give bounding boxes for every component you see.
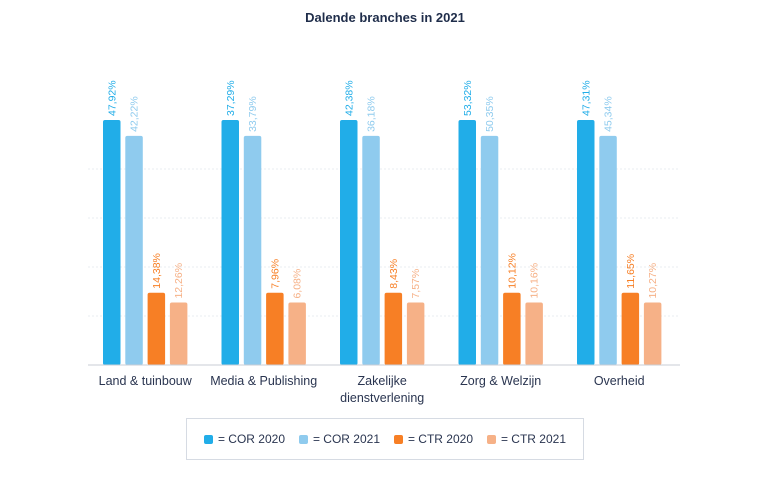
value-label-cor-2021-2: 36,18%: [366, 96, 378, 132]
bar-chart: 47,92% 42,22% 14,38% 12,26% 37,29% 33,79% 7,96…: [88, 80, 680, 405]
bar-ctr-2021-1: [288, 302, 306, 365]
value-label-ctr-2020-3: 10,12%: [506, 253, 518, 289]
value-label-ctr-2020-1: 7,96%: [269, 259, 281, 289]
value-label-ctr-2020-2: 8,43%: [388, 259, 400, 289]
bar-ctr-2020-3: [503, 292, 521, 365]
value-label-cor-2021-3: 50,35%: [484, 96, 496, 132]
bar-ctr-2020-2: [384, 292, 403, 365]
chart-title: Dalende branches in 2021: [305, 10, 465, 25]
value-label-cor-2020-2: 42,38%: [343, 80, 355, 116]
legend-label-ctr-2020: = CTR 2020: [407, 432, 474, 446]
bars: [103, 120, 662, 365]
bar-cor-2020-1: [221, 120, 239, 365]
value-label-ctr-2021-1: 6,08%: [292, 269, 304, 299]
bar-cor-2020-3: [458, 120, 476, 365]
legend-item-cor-2020: = COR 2020: [203, 432, 286, 446]
legend-swatch-cor-2021: [298, 434, 308, 444]
category-label-0: Land & tuinbouw: [99, 374, 193, 388]
legend-swatch-cor-2020: [203, 434, 213, 444]
value-label-ctr-2020-4: 11,65%: [625, 254, 637, 289]
bar-cor-2021-1: [243, 135, 262, 365]
bar-ctr-2021-4: [643, 302, 662, 365]
value-label-cor-2020-3: 53,32%: [462, 80, 474, 116]
value-label-ctr-2020-0: 14,38%: [151, 253, 163, 289]
bar-cor-2020-0: [103, 120, 121, 365]
bar-ctr-2021-2: [406, 302, 425, 365]
category-label-2-line-1: dienstverlening: [340, 391, 424, 405]
bar-ctr-2021-3: [525, 302, 543, 365]
legend-item-cor-2021: = COR 2021: [298, 432, 381, 446]
value-label-cor-2021-4: 45,34%: [603, 96, 615, 132]
bar-cor-2021-2: [362, 135, 380, 365]
category-label-1: Media & Publishing: [210, 374, 317, 388]
bar-cor-2021-4: [599, 135, 617, 365]
value-label-ctr-2021-4: 10,27%: [647, 263, 659, 299]
value-label-ctr-2021-3: 10,16%: [529, 263, 541, 299]
legend-swatch-ctr-2020: [393, 434, 403, 444]
value-label-ctr-2021-2: 7,57%: [410, 269, 422, 299]
bar-cor-2021-0: [125, 135, 143, 365]
legend-label-ctr-2021: = CTR 2021: [500, 432, 567, 446]
value-label-cor-2020-0: 47,92%: [106, 80, 118, 116]
legend-swatch-ctr-2021: [486, 434, 496, 444]
category-label-4: Overheid: [594, 374, 645, 388]
bar-ctr-2020-4: [621, 292, 640, 365]
legend-item-ctr-2021: = CTR 2021: [486, 432, 567, 446]
bar-ctr-2021-0: [169, 302, 188, 365]
legend-label-cor-2020: = COR 2020: [217, 432, 286, 446]
bar-cor-2021-3: [480, 135, 499, 365]
value-label-cor-2021-0: 42,22%: [129, 96, 141, 132]
bar-cor-2020-2: [340, 120, 358, 365]
bar-cor-2020-4: [577, 120, 595, 365]
value-labels: 47,92% 42,22% 14,38% 12,26% 37,29% 33,79% 7,96…: [106, 80, 659, 298]
bar-ctr-2020-1: [266, 292, 284, 365]
legend-label-cor-2021: = COR 2021: [312, 432, 381, 446]
value-label-cor-2021-1: 33,79%: [247, 96, 259, 132]
category-label-2-line-0: Zakelijke: [358, 374, 407, 388]
legend: = COR 2020 = COR 2021 = CTR 2020 = CTR 2…: [186, 418, 584, 460]
category-labels: Land & tuinbouw Media & Publishing Zakelij…: [99, 374, 645, 405]
value-label-cor-2020-4: 47,31%: [580, 80, 592, 116]
legend-item-ctr-2020: = CTR 2020: [393, 432, 474, 446]
bar-ctr-2020-0: [147, 292, 166, 365]
category-label-3: Zorg & Welzijn: [460, 374, 541, 388]
value-label-cor-2020-1: 37,29%: [225, 80, 237, 116]
value-label-ctr-2021-0: 12,26%: [173, 263, 185, 299]
